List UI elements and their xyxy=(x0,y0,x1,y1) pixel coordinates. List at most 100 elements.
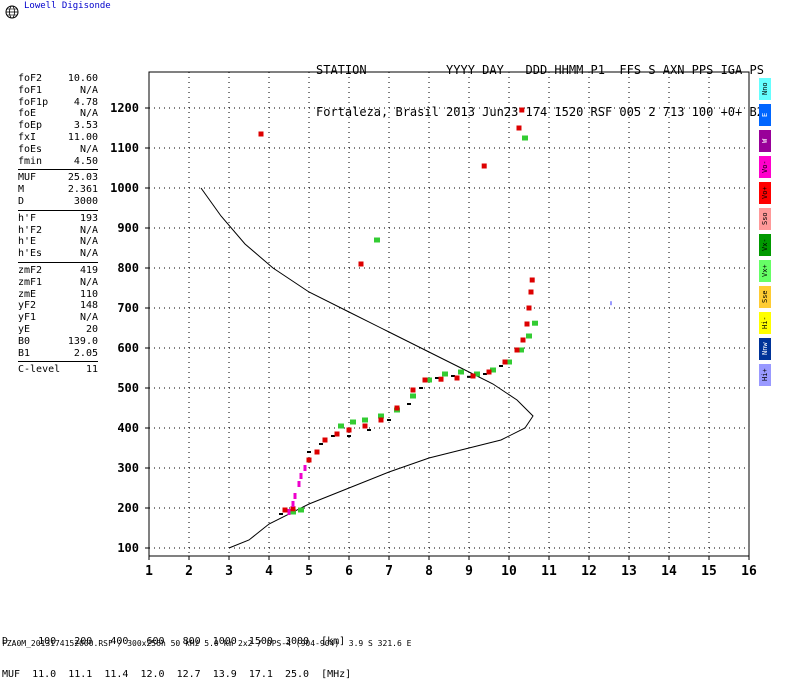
echo-point-black xyxy=(279,513,283,515)
param-row: C-level 11 xyxy=(2,364,98,376)
param-label: foF1p xyxy=(18,96,49,108)
param-value: N/A xyxy=(79,224,98,236)
echo-point-red xyxy=(514,347,520,353)
param-separator xyxy=(18,262,98,263)
legend-entry: E xyxy=(759,104,771,126)
legend-entry: Hi+ xyxy=(759,364,771,386)
header-labels: STATION YYYY DAY DDD HHMM P1 FFS S AXN P… xyxy=(316,63,764,77)
legend-entry: Vx+ xyxy=(759,260,771,282)
param-row: foEs N/A xyxy=(2,144,98,156)
x-tick-label: 11 xyxy=(541,564,557,579)
echo-point-black xyxy=(419,387,423,389)
param-label: foE xyxy=(18,108,37,120)
x-tick-label: 7 xyxy=(385,564,393,579)
echo-point-green xyxy=(374,237,380,243)
legend-entry: Vo+ xyxy=(759,182,771,204)
echo-point-red xyxy=(438,376,444,382)
param-value: 25.03 xyxy=(67,172,98,184)
x-tick-label: 5 xyxy=(305,564,313,579)
param-value: 2.361 xyxy=(67,184,98,196)
param-label: zmF2 xyxy=(18,265,43,276)
echo-point-red xyxy=(454,375,460,381)
echo-point-red xyxy=(394,405,400,411)
x-tick-label: 6 xyxy=(345,564,353,579)
echo-point-red xyxy=(346,427,352,433)
echo-point-green xyxy=(298,507,304,513)
muf-distance-row: D 100 200 400 600 800 1000 1500 3000 [km… xyxy=(2,636,346,647)
param-row: h'F 193 xyxy=(2,213,98,225)
echo-point-red xyxy=(322,437,328,443)
echo-point-magenta xyxy=(293,493,297,499)
echo-point-green xyxy=(338,423,344,429)
x-tick-label: 1 xyxy=(145,564,153,579)
param-label: M xyxy=(18,184,25,196)
echo-point-green xyxy=(506,359,512,365)
param-label: C-level xyxy=(18,364,61,376)
param-label: D xyxy=(18,196,25,207)
echo-point-green xyxy=(526,333,532,339)
echo-point-green xyxy=(378,413,384,419)
echo-point-red xyxy=(516,125,522,131)
param-value: 110 xyxy=(79,288,98,300)
param-row: foEp 3.53 xyxy=(2,120,98,132)
param-row: zmE 110 xyxy=(2,289,98,301)
x-tick-label: 10 xyxy=(501,564,517,579)
y-tick-label: 500 xyxy=(117,381,139,395)
echo-point-magenta xyxy=(291,501,295,507)
echo-point-red xyxy=(422,377,428,383)
y-tick-label: 800 xyxy=(117,261,139,275)
logo xyxy=(4,0,20,24)
param-label: foEs xyxy=(18,143,43,155)
echo-point-green xyxy=(426,377,432,383)
param-value: 3.53 xyxy=(73,120,98,132)
legend-entry: Hi- xyxy=(759,312,771,334)
param-row: zmF2 419 xyxy=(2,265,98,277)
echo-point-red xyxy=(524,321,530,327)
echo-point-black xyxy=(347,435,351,437)
param-separator xyxy=(18,169,98,171)
param-label: h'Es xyxy=(18,248,43,260)
param-row: yF1 N/A xyxy=(2,312,98,324)
echo-point-green xyxy=(410,393,416,399)
param-label: fmin xyxy=(18,155,43,167)
echo-point-black xyxy=(307,451,311,453)
x-tick-label: 15 xyxy=(701,564,717,579)
echo-point-red xyxy=(486,369,492,375)
echo-point-magenta xyxy=(299,473,303,479)
param-row: fmin 4.50 xyxy=(2,156,98,168)
echo-point-red xyxy=(481,163,487,169)
echo-point-green xyxy=(474,371,480,377)
echo-point-black xyxy=(499,365,503,367)
param-label: h'F xyxy=(18,212,37,224)
param-value: 3000 xyxy=(73,196,98,207)
echo-point-black xyxy=(451,375,455,377)
echo-point-black xyxy=(407,403,411,405)
echo-point-red xyxy=(410,387,416,393)
x-tick-label: 2 xyxy=(185,564,193,579)
echo-point-green xyxy=(458,369,464,375)
y-tick-label: 300 xyxy=(117,461,139,475)
legend-entry: Sso xyxy=(759,208,771,230)
y-tick-label: 600 xyxy=(117,341,139,355)
ionogram-chart: 1 2 3 4 5 6 7 8 9 10 11 12 13 14 15 1610020030040050060… xyxy=(110,71,757,579)
param-label: fxI xyxy=(18,132,37,143)
param-value: 4.50 xyxy=(73,155,98,167)
echo-point-green xyxy=(522,135,528,141)
y-tick-label: 200 xyxy=(117,501,139,515)
param-value: 4.78 xyxy=(73,96,98,108)
param-label: h'E xyxy=(18,236,37,248)
echo-point-red xyxy=(258,131,264,137)
y-tick-label: 100 xyxy=(117,541,139,555)
param-row: foE N/A xyxy=(2,108,98,120)
echo-point-red xyxy=(378,417,384,423)
param-label: yF1 xyxy=(18,312,37,324)
param-value: N/A xyxy=(79,276,98,288)
globe-icon xyxy=(5,5,19,19)
plot-frame xyxy=(148,71,750,557)
param-value: 193 xyxy=(79,212,98,224)
param-row: foF1 N/A xyxy=(2,85,98,97)
param-label: foF1 xyxy=(18,84,43,96)
param-value: 10.60 xyxy=(67,73,98,84)
echo-point-black xyxy=(331,435,335,437)
param-value: N/A xyxy=(79,248,98,260)
